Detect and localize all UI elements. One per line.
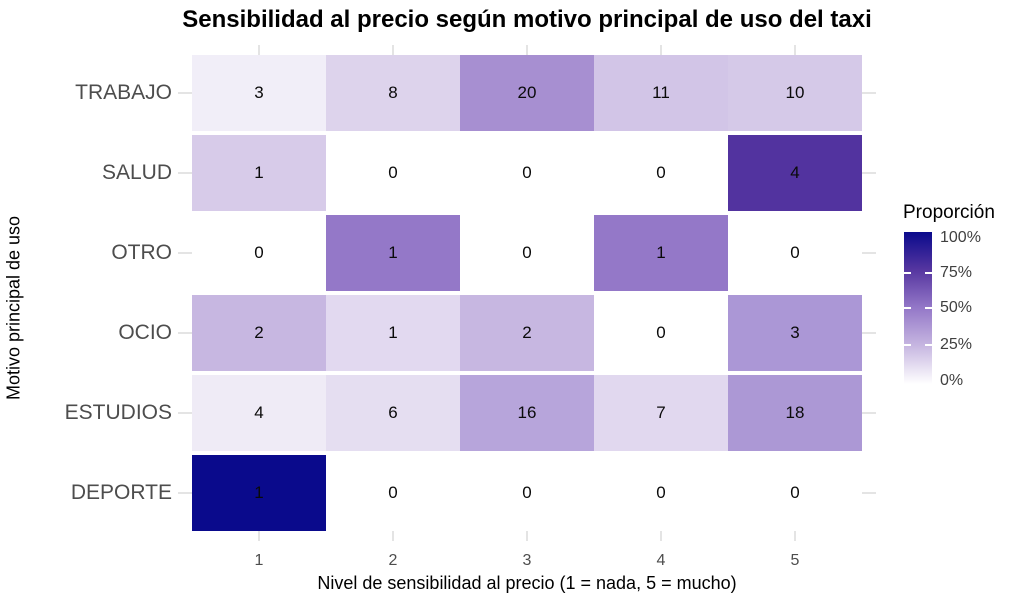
gridline-y: [862, 92, 876, 94]
gridline-y: [178, 92, 192, 94]
x-axis-tick-label: 4: [656, 552, 666, 569]
gridline-x: [392, 45, 394, 55]
gridline-y: [178, 252, 192, 254]
heatmap-cell: 0: [326, 455, 460, 531]
heatmap-cell: 1: [192, 455, 326, 531]
heatmap-cell: 0: [192, 215, 326, 291]
heatmap-cell: 10: [728, 55, 862, 131]
heatmap-cell: 3: [728, 295, 862, 371]
heatmap-cell: 1: [326, 215, 460, 291]
legend-tick-mark: [904, 272, 911, 274]
gridline-x: [660, 531, 662, 541]
heatmap-cell: 0: [594, 295, 728, 371]
heatmap-cell: 1: [192, 135, 326, 211]
heatmap-cell: 0: [460, 135, 594, 211]
y-axis-tick-label: ESTUDIOS: [64, 401, 172, 424]
gridline-y: [178, 332, 192, 334]
gridline-x: [660, 45, 662, 55]
gridline-x: [392, 531, 394, 541]
heatmap-cell: 16: [460, 375, 594, 451]
heatmap-cell: 3: [192, 55, 326, 131]
heatmap-cell: 0: [460, 215, 594, 291]
gridline-y: [178, 412, 192, 414]
gridline-y: [862, 332, 876, 334]
legend-tick-label: 50%: [940, 299, 973, 316]
heatmap-cell: 18: [728, 375, 862, 451]
y-axis-tick-label: OCIO: [118, 321, 172, 344]
heatmap-cell: 6: [326, 375, 460, 451]
legend-tick-mark: [925, 307, 932, 309]
heatmap-cell: 0: [594, 135, 728, 211]
legend-tick-label: 25%: [940, 336, 973, 353]
heatmap-cell: 4: [192, 375, 326, 451]
y-axis-tick-label: OTRO: [111, 241, 172, 264]
heatmap-cell: 0: [460, 455, 594, 531]
heatmap-cell: 8: [326, 55, 460, 131]
heatmap-cell: 1: [326, 295, 460, 371]
gridline-y: [178, 492, 192, 494]
heatmap-cell: 4: [728, 135, 862, 211]
y-axis-tick-label: SALUD: [101, 161, 172, 184]
legend-tick-label: 75%: [940, 264, 973, 281]
heatmap-cell: 0: [326, 135, 460, 211]
legend-tick-mark: [925, 344, 932, 346]
chart-title: Sensibilidad al precio según motivo prin…: [182, 6, 872, 33]
y-axis-tick-label: DEPORTE: [70, 481, 172, 504]
legend-title: Proporción: [903, 202, 995, 223]
gridline-x: [258, 531, 260, 541]
x-axis-tick-label: 5: [790, 552, 800, 569]
gridline-y: [862, 412, 876, 414]
heatmap-cell: 0: [728, 215, 862, 291]
x-axis-tick-label: 1: [254, 552, 264, 569]
heatmap-cell: 2: [460, 295, 594, 371]
legend-tick-mark: [904, 344, 911, 346]
heatmap-cell: 0: [728, 455, 862, 531]
x-axis-tick-label: 3: [522, 552, 532, 569]
heatmap-cell: 20: [460, 55, 594, 131]
x-axis-title: Nivel de sensibilidad al precio (1 = nad…: [317, 573, 737, 593]
heatmap-cell: 11: [594, 55, 728, 131]
gridline-x: [794, 45, 796, 55]
heatmap-cell: 2: [192, 295, 326, 371]
legend-tick-label: 0%: [940, 372, 964, 389]
gridline-x: [794, 531, 796, 541]
gridline-x: [526, 45, 528, 55]
gridline-y: [862, 172, 876, 174]
y-axis-tick-label: TRABAJO: [75, 81, 172, 104]
heatmap-cell: 7: [594, 375, 728, 451]
legend-tick-mark: [925, 272, 932, 274]
gridline-y: [862, 492, 876, 494]
gridline-x: [526, 531, 528, 541]
heatmap-cell: 0: [594, 455, 728, 531]
gridline-x: [258, 45, 260, 55]
legend-tick-label: 100%: [940, 229, 981, 246]
gridline-y: [178, 172, 192, 174]
gridline-y: [862, 252, 876, 254]
heatmap-cell: 1: [594, 215, 728, 291]
legend-tick-mark: [904, 307, 911, 309]
x-axis-tick-label: 2: [388, 552, 398, 569]
